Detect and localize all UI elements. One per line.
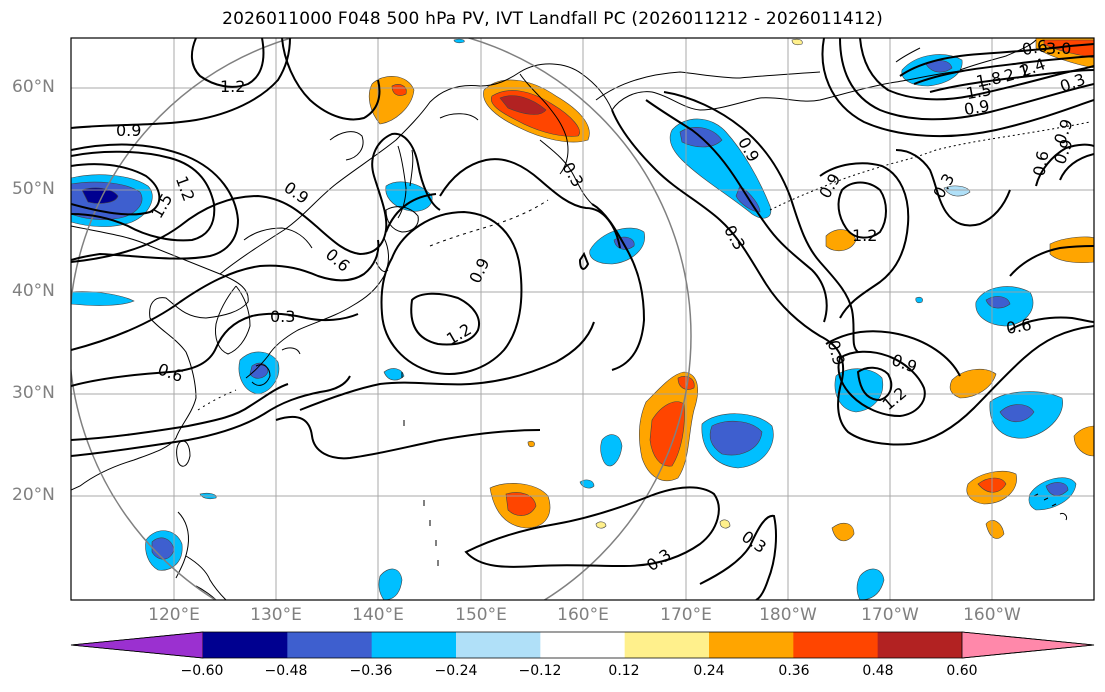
colorbar xyxy=(70,631,1095,659)
lon-label: 170°E xyxy=(660,605,712,625)
colorbar-segment xyxy=(793,632,879,658)
lon-label: 120°E xyxy=(148,605,200,625)
colorbar-tick-label: 0.24 xyxy=(693,663,725,679)
lon-label: 160°E xyxy=(557,605,609,625)
contour-label: 3.0 xyxy=(1046,39,1071,58)
contour-label: 0.9 xyxy=(116,121,141,140)
colorbar-segment xyxy=(371,632,457,658)
landfall-radius-circle xyxy=(71,38,692,600)
lon-label: 130°E xyxy=(250,605,302,625)
colorbar-tick-label: −0.24 xyxy=(434,663,478,679)
map-title: 2026011000 F048 500 hPa PV, IVT Landfall… xyxy=(222,9,883,29)
contour-label: 1.8 xyxy=(975,68,1003,91)
colorbar-segment xyxy=(540,632,626,658)
lat-label: 20°N xyxy=(12,485,55,505)
colorbar-tick-label: 0.60 xyxy=(946,663,978,679)
colorbar-tick-label: −0.48 xyxy=(264,663,308,679)
colorbar-tick-label: −0.36 xyxy=(349,663,393,679)
pv-contours xyxy=(71,38,1094,600)
colorbar-segment xyxy=(877,632,963,658)
lon-label: 160°W xyxy=(963,605,1021,625)
contour-label: 0.6 xyxy=(1021,36,1049,59)
colorbar-tick-label: −0.60 xyxy=(180,663,224,679)
contour-label: 0.3 xyxy=(270,307,295,326)
colorbar-outline xyxy=(70,631,1095,659)
lon-label: 170°W xyxy=(861,605,919,625)
contour-label: 0.6 xyxy=(1005,315,1033,338)
colorbar-tick-label: 0.48 xyxy=(862,663,894,679)
colorbar-segment xyxy=(287,632,373,658)
contour-label: 1.2 xyxy=(220,77,245,96)
contour-label: 0.9 xyxy=(963,96,991,119)
lat-label: 30°N xyxy=(12,383,55,403)
map-frame xyxy=(70,37,1095,601)
colorbar-extend-high xyxy=(961,631,1095,659)
colorbar-tick-label: 0.12 xyxy=(608,663,640,679)
lon-label: 150°E xyxy=(455,605,507,625)
colorbar-tick-label: −0.12 xyxy=(518,663,562,679)
lat-label: 50°N xyxy=(12,179,55,199)
contour-label: 0.6 xyxy=(1029,149,1052,177)
lon-label: 140°E xyxy=(352,605,404,625)
colorbar-segment xyxy=(624,632,710,658)
lat-label: 60°N xyxy=(12,77,55,97)
contour-label: 1.5 xyxy=(965,80,993,103)
lat-label: 40°N xyxy=(12,281,55,301)
colorbar-segment xyxy=(203,632,288,658)
colorbar-extend-low xyxy=(70,631,204,659)
graticule xyxy=(71,38,1094,600)
lon-label: 180°W xyxy=(759,605,817,625)
colorbar-segment xyxy=(456,632,541,658)
colorbar-tick-label: 0.36 xyxy=(778,663,810,679)
colorbar-segment xyxy=(709,632,794,658)
contour-label: 1.2 xyxy=(852,226,877,245)
